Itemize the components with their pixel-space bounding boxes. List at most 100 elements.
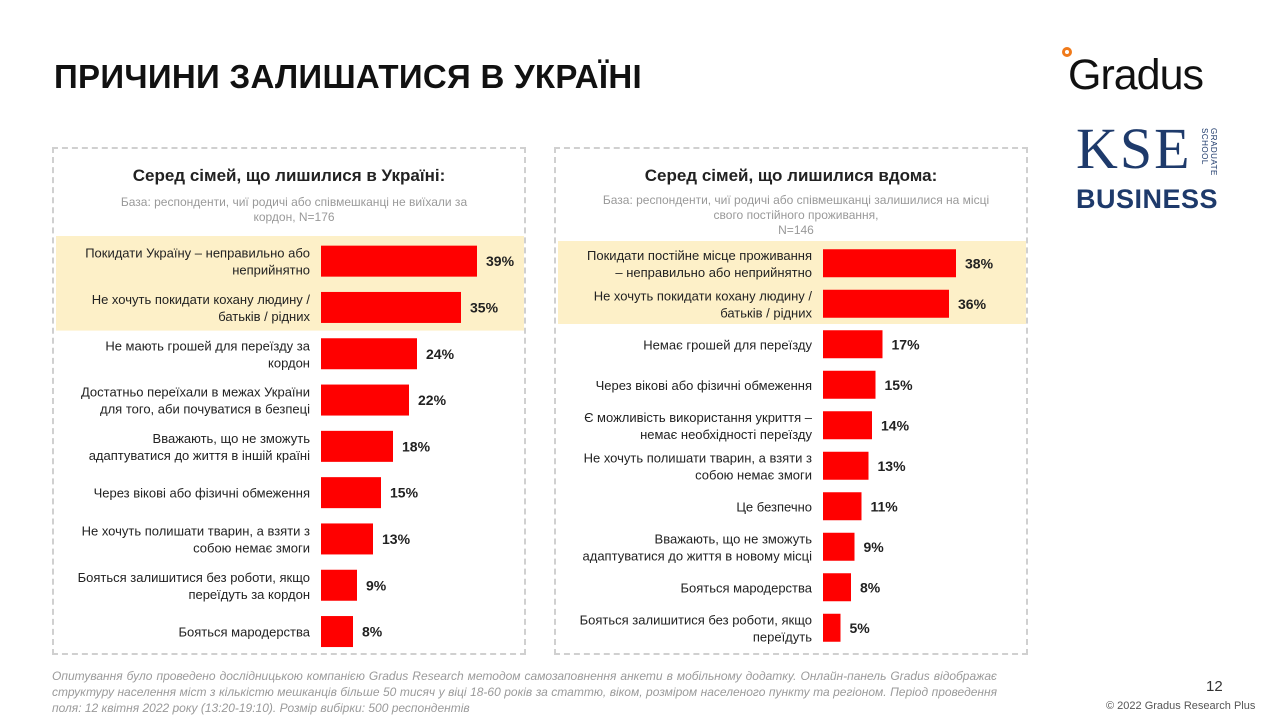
chart-base-line: кордон, N=176 bbox=[253, 210, 335, 224]
data-label: 15% bbox=[390, 485, 419, 501]
category-label-line: Бояться залишитися без роботи, якщо bbox=[580, 612, 812, 627]
category-label-line: переїдуть bbox=[753, 629, 812, 644]
bar bbox=[823, 451, 869, 480]
bar bbox=[321, 384, 409, 416]
category-label-line: неприйнятно bbox=[232, 263, 310, 278]
category-label: Вважають, що не зможуть адаптуватися до ж… bbox=[89, 431, 311, 463]
kse-business-text: BUSINESS bbox=[1076, 184, 1219, 214]
chart-panel-at-home: Серед сімей, що лишилися вдома: База: ре… bbox=[554, 147, 1028, 655]
kse-graduate-school: GRADUATE SCHOOL bbox=[1200, 128, 1222, 182]
chart-base-note: База: респонденти, чиї родичі або співме… bbox=[576, 193, 1016, 238]
bar bbox=[823, 411, 872, 440]
data-label: 8% bbox=[860, 579, 881, 595]
page-title: ПРИЧИНИ ЗАЛИШАТИСЯ В УКРАЇНІ bbox=[54, 58, 642, 95]
category-label-line: Через вікові або фізичні обмеження bbox=[596, 378, 812, 393]
data-label: 13% bbox=[878, 458, 907, 474]
bar bbox=[823, 492, 862, 521]
chart-base-line: N=146 bbox=[778, 223, 814, 237]
data-label: 24% bbox=[426, 346, 455, 362]
data-label: 38% bbox=[965, 255, 994, 271]
bar bbox=[321, 291, 461, 323]
category-label: Немає грошей для переїзду bbox=[643, 337, 812, 352]
category-label-line: Бояться залишитися без роботи, якщо bbox=[78, 570, 310, 585]
data-label: 15% bbox=[885, 377, 914, 393]
category-label: Не хочуть покидати кохану людину / батькі… bbox=[92, 292, 311, 324]
bar bbox=[321, 245, 477, 277]
data-label: 8% bbox=[362, 624, 383, 640]
gradus-logo-dot-icon bbox=[1062, 47, 1072, 57]
category-label-line: Не хочуть полишати тварин, а взяти з bbox=[584, 450, 812, 465]
bar bbox=[321, 477, 381, 509]
kse-business-logo: KSE GRADUATE SCHOOL BUSINESS bbox=[1076, 120, 1246, 218]
category-label-line: переїдуть за кордон bbox=[188, 587, 310, 602]
category-label-line: Це безпечно bbox=[736, 499, 812, 514]
category-label-line: Через вікові або фізичні обмеження bbox=[94, 486, 310, 501]
chart-base-line: База: респонденти, чиї родичі або співме… bbox=[120, 195, 468, 209]
category-label-line: адаптуватися до життя в іншій країні bbox=[89, 448, 310, 463]
data-label: 35% bbox=[470, 299, 499, 315]
bar bbox=[823, 330, 883, 359]
category-label-line: Бояться мародерства bbox=[680, 580, 812, 595]
chart-panel-in-ukraine: Серед сімей, що лишилися в Україні: База… bbox=[52, 147, 526, 655]
bar bbox=[823, 532, 855, 561]
bar bbox=[321, 338, 417, 370]
category-label-line: Покидати Україну – неправильно або bbox=[85, 246, 310, 261]
category-label-line: батьків / рідних bbox=[720, 305, 812, 320]
category-label-line: Немає грошей для переїзду bbox=[643, 337, 812, 352]
category-label-line: Вважають, що не зможуть bbox=[655, 531, 813, 546]
category-label: Бояться мародерства bbox=[680, 580, 812, 595]
category-label-line: – неправильно або неприйнятно bbox=[615, 265, 812, 280]
page-number: 12 bbox=[1206, 678, 1223, 695]
category-label-line: Є можливість використання укриття – bbox=[584, 410, 813, 425]
category-label-line: Достатньо переїхали в межах України bbox=[81, 385, 310, 400]
kse-side-text-school: SCHOOL bbox=[1200, 128, 1209, 165]
bar bbox=[823, 249, 956, 278]
category-label: Це безпечно bbox=[736, 499, 812, 514]
category-label: Через вікові або фізичні обмеження bbox=[94, 486, 310, 501]
category-label-line: Бояться мародерства bbox=[178, 625, 310, 640]
category-label: Бояться залишитися без роботи, якщо переї… bbox=[580, 612, 813, 644]
bar bbox=[823, 613, 841, 642]
kse-side-text-graduate: GRADUATE bbox=[1209, 128, 1218, 176]
category-label: Не хочуть полишати тварин, а взяти з собо… bbox=[584, 450, 812, 482]
category-label: Вважають, що не зможуть адаптуватися до ж… bbox=[583, 531, 813, 563]
data-label: 36% bbox=[958, 296, 987, 312]
data-label: 18% bbox=[402, 438, 431, 454]
data-label: 39% bbox=[486, 253, 515, 269]
data-label: 9% bbox=[864, 539, 885, 555]
data-label: 11% bbox=[871, 498, 899, 514]
category-label: Не хочуть полишати тварин, а взяти з собо… bbox=[82, 523, 310, 555]
category-label: Не мають грошей для переїзду за кордон bbox=[105, 338, 310, 370]
kse-logo-text: KSE bbox=[1076, 116, 1192, 181]
category-label: Є можливість використання укриття – немає… bbox=[584, 410, 813, 442]
category-label-line: адаптуватися до життя в новому місці bbox=[583, 548, 813, 563]
bar-chart: 39% Покидати Україну – неправильно або неп… bbox=[56, 236, 524, 648]
category-label-line: собою немає змоги bbox=[695, 467, 812, 482]
survey-footnote: Опитування було проведено дослідницькою … bbox=[52, 669, 997, 715]
category-label-line: для того, аби почуватися в безпеці bbox=[100, 402, 310, 417]
data-label: 22% bbox=[418, 392, 447, 408]
data-label: 9% bbox=[366, 577, 387, 593]
bar bbox=[321, 523, 373, 555]
bar-chart: 38% Покидати постійне місце проживання – н… bbox=[558, 241, 1026, 644]
category-label: Бояться мародерства bbox=[178, 625, 310, 640]
bar bbox=[823, 573, 851, 602]
category-label-line: Не мають грошей для переїзду за bbox=[105, 338, 310, 353]
category-label-line: немає необхідності переїзду bbox=[640, 427, 812, 442]
category-label: Покидати Україну – неправильно або неприй… bbox=[85, 246, 310, 278]
gradus-logo-text: Gradus bbox=[1068, 51, 1204, 99]
bar bbox=[321, 616, 353, 648]
category-label-line: собою немає змоги bbox=[193, 540, 310, 555]
bar bbox=[321, 430, 393, 462]
category-label: Через вікові або фізичні обмеження bbox=[596, 378, 812, 393]
chart-title: Серед сімей, що лишилися в Україні: bbox=[132, 166, 446, 185]
category-label: Не хочуть покидати кохану людину / батькі… bbox=[594, 288, 813, 320]
bar bbox=[823, 370, 876, 399]
chart-title: Серед сімей, що лишилися вдома: bbox=[644, 166, 938, 185]
category-label: Покидати постійне місце проживання – непр… bbox=[587, 248, 812, 280]
category-label: Достатньо переїхали в межах України для т… bbox=[81, 385, 310, 417]
category-label-line: Не хочуть полишати тварин, а взяти з bbox=[82, 523, 310, 538]
copyright: © 2022 Gradus Research Plus bbox=[1106, 700, 1256, 712]
data-label: 5% bbox=[850, 620, 871, 636]
bar bbox=[823, 289, 949, 318]
